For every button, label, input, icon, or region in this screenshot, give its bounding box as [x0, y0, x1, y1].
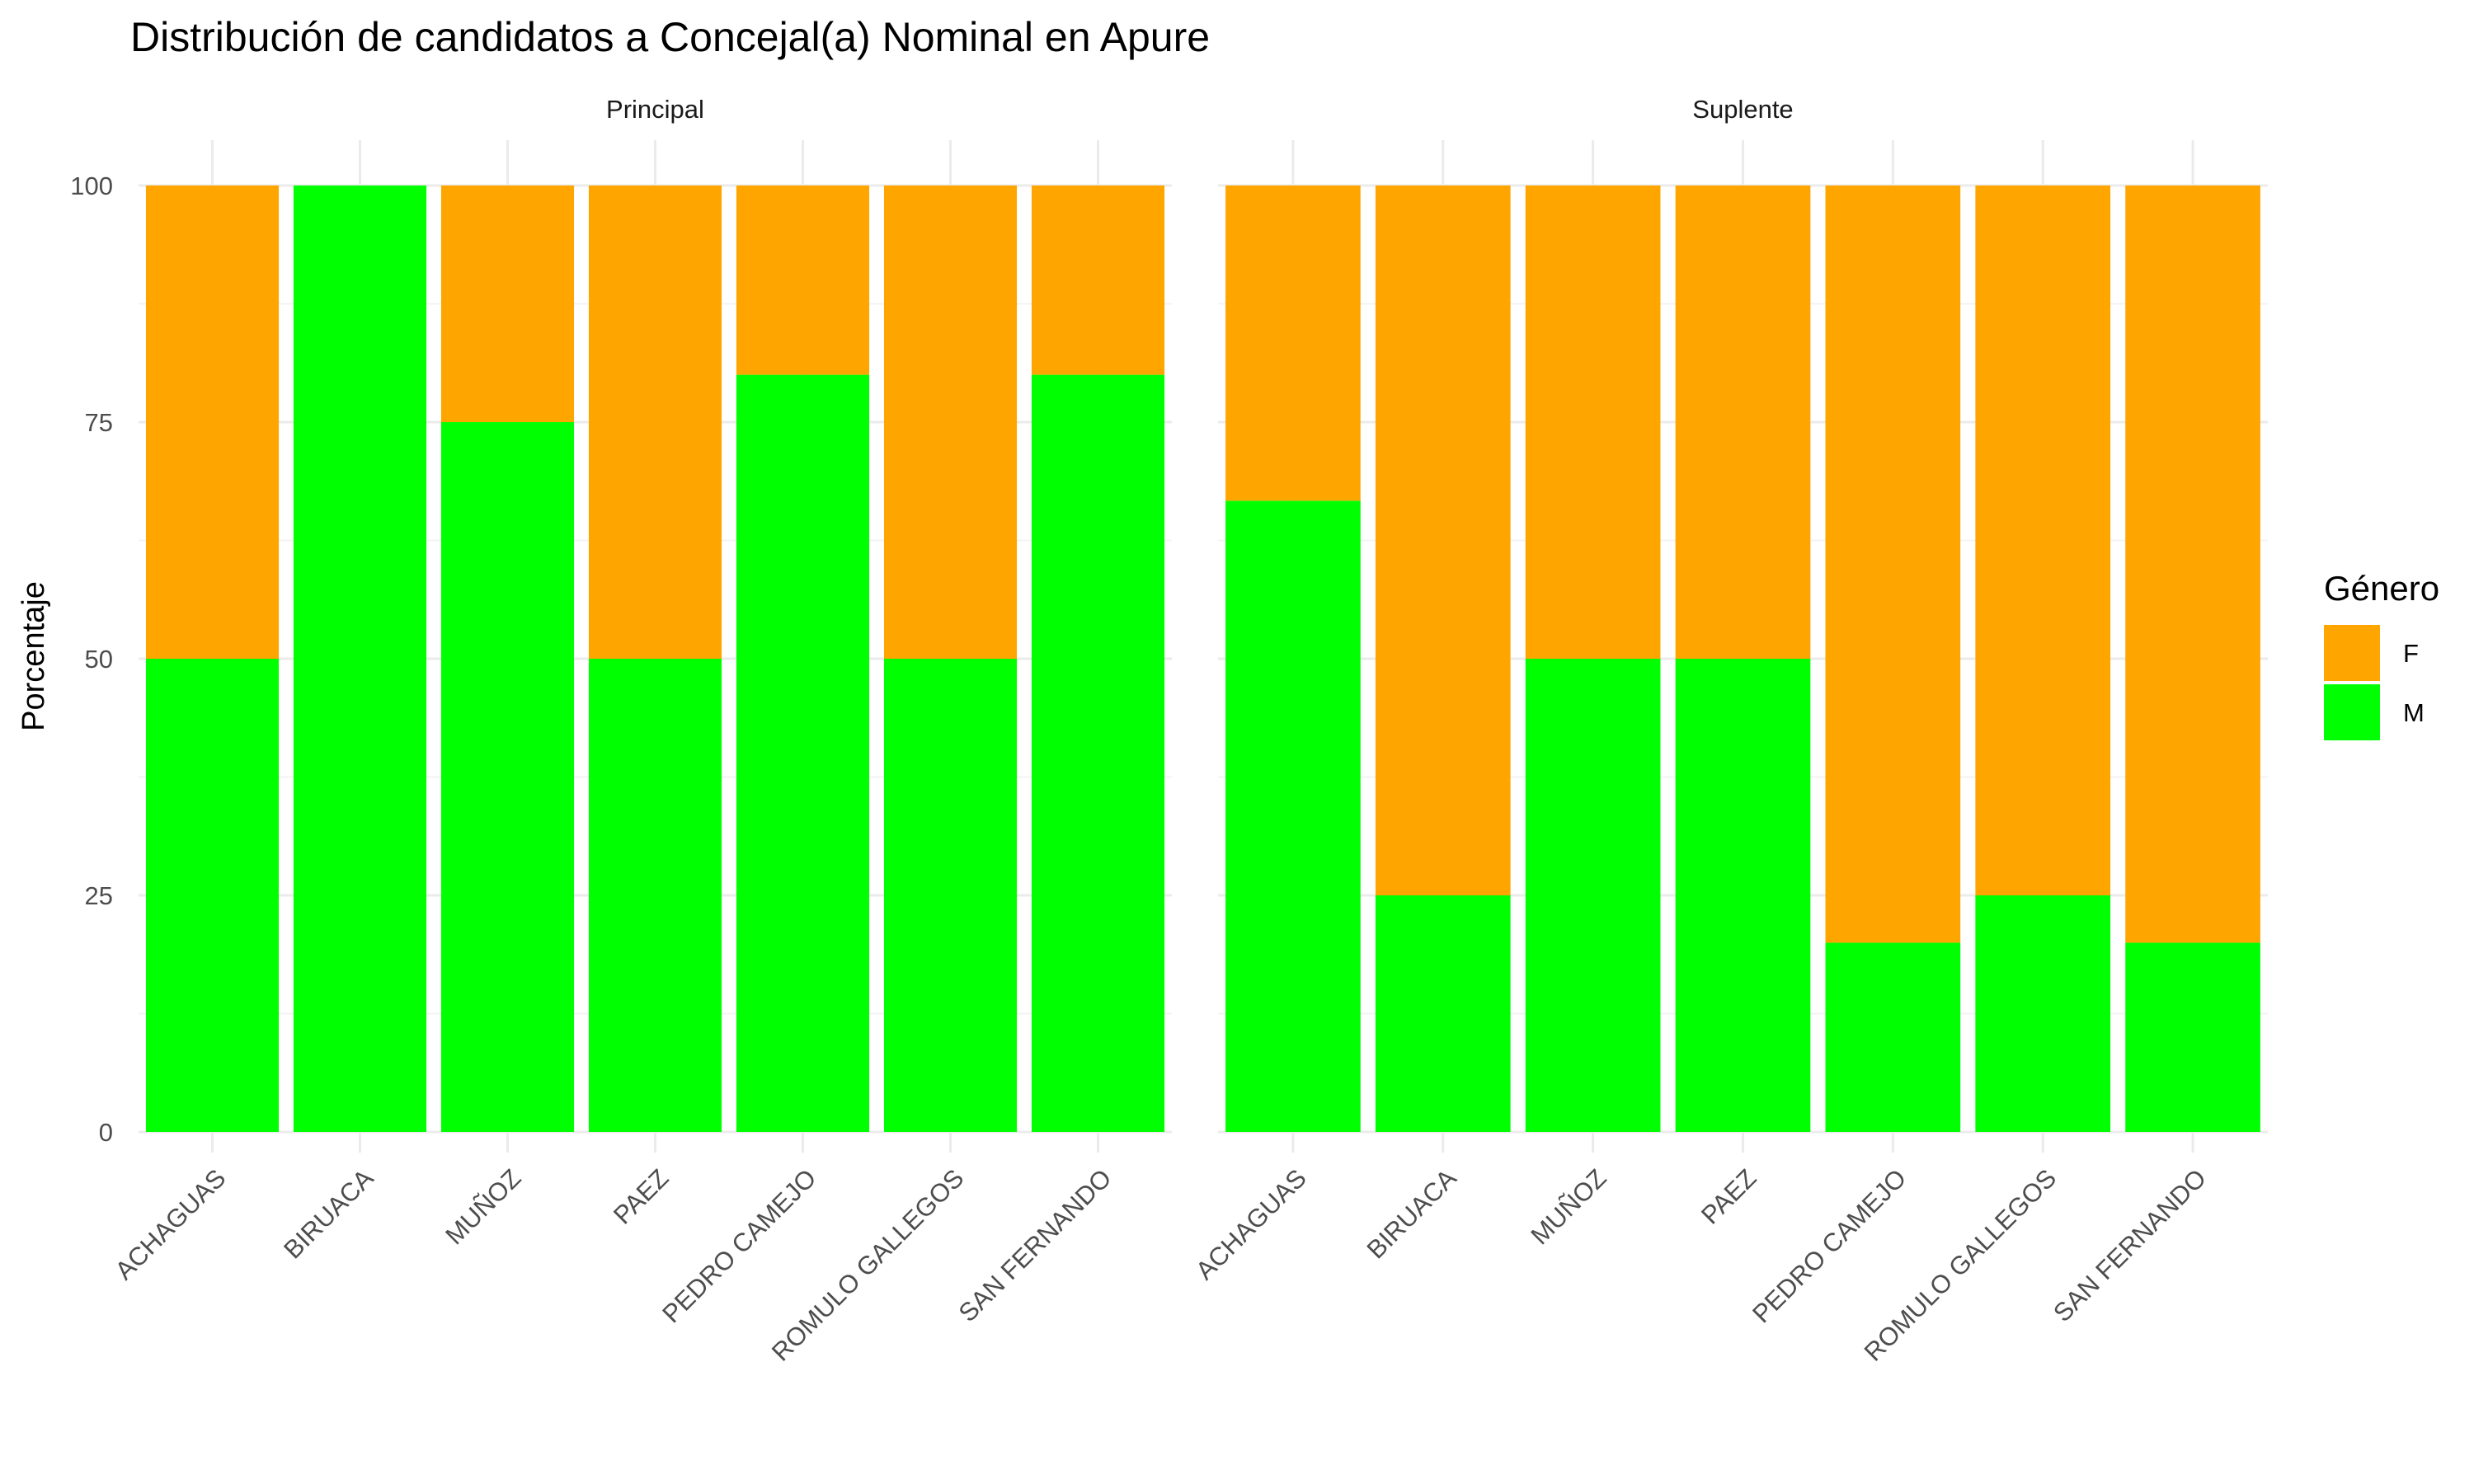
legend-label-m: M	[2403, 698, 2425, 727]
legend-key-f	[2324, 625, 2380, 681]
bar-suplente-munoz-f	[1525, 186, 1661, 659]
legend-key-m	[2324, 684, 2380, 740]
bar-suplente-achaguas-f	[1225, 186, 1361, 501]
bar-principal-achaguas-m	[145, 659, 280, 1132]
bar-principal-biruaca-m	[293, 186, 427, 1132]
x-tick-label: MUÑOZ	[1525, 1163, 1611, 1250]
x-tick-label: PAEZ	[1696, 1163, 1761, 1229]
x-tick-label: BIRUACA	[1362, 1163, 1462, 1264]
x-tick-label: SAN FERNANDO	[2048, 1163, 2212, 1327]
bar-principal-paez-m	[588, 659, 722, 1132]
bar-suplente-san-fernando-m	[2125, 942, 2260, 1132]
bar-principal-pedro-camejo-f	[736, 186, 870, 375]
y-tick-label: 50	[85, 645, 113, 674]
bar-suplente-paez-m	[1675, 659, 1811, 1132]
bar-principal-munoz-f	[440, 186, 575, 422]
y-tick-label: 0	[99, 1118, 113, 1147]
legend-title: Género	[2324, 569, 2439, 608]
x-tick-label: PEDRO CAMEJO	[656, 1163, 821, 1328]
bar-suplente-paez-f	[1675, 186, 1811, 659]
x-tick-label: SAN FERNANDO	[953, 1163, 1117, 1327]
legend-label-f: F	[2403, 639, 2419, 668]
bar-suplente-biruaca-m	[1375, 895, 1511, 1132]
x-tick-label: ACHAGUAS	[1190, 1163, 1312, 1285]
bar-suplente-romulo-gallegos-m	[1975, 895, 2111, 1132]
x-tick-label: ACHAGUAS	[110, 1163, 232, 1285]
facet-strip-suplente: Suplente	[1692, 95, 1793, 124]
chart-title: Distribución de candidatos a Concejal(a)…	[130, 14, 1210, 60]
facet-strip-principal: Principal	[606, 95, 704, 124]
bar-principal-munoz-m	[440, 422, 575, 1132]
bar-principal-san-fernando-m	[1031, 374, 1165, 1133]
bar-principal-san-fernando-f	[1031, 186, 1165, 375]
bar-suplente-pedro-camejo-f	[1825, 186, 1961, 943]
bar-principal-achaguas-f	[145, 186, 280, 659]
legend: Género F M	[2324, 569, 2439, 740]
x-tick-label: PEDRO CAMEJO	[1747, 1163, 1912, 1328]
bar-principal-pedro-camejo-m	[736, 374, 870, 1133]
y-tick-label: 75	[85, 408, 113, 437]
bar-principal-romulo-gallegos-m	[883, 659, 1018, 1132]
bar-suplente-pedro-camejo-m	[1825, 942, 1961, 1132]
bar-suplente-biruaca-f	[1375, 186, 1511, 895]
bar-principal-paez-f	[588, 186, 722, 659]
y-axis-label: Porcentaje	[16, 581, 51, 731]
bar-suplente-romulo-gallegos-f	[1975, 186, 2111, 895]
x-tick-label: MUÑOZ	[440, 1163, 526, 1250]
bar-suplente-san-fernando-f	[2125, 186, 2260, 943]
y-tick-label: 100	[70, 171, 113, 200]
y-tick-label: 25	[85, 881, 113, 910]
bar-suplente-achaguas-m	[1225, 500, 1361, 1132]
bar-suplente-munoz-m	[1525, 659, 1661, 1132]
bar-principal-romulo-gallegos-f	[883, 186, 1018, 659]
x-tick-label: PAEZ	[608, 1163, 674, 1229]
x-tick-label: BIRUACA	[278, 1163, 379, 1264]
